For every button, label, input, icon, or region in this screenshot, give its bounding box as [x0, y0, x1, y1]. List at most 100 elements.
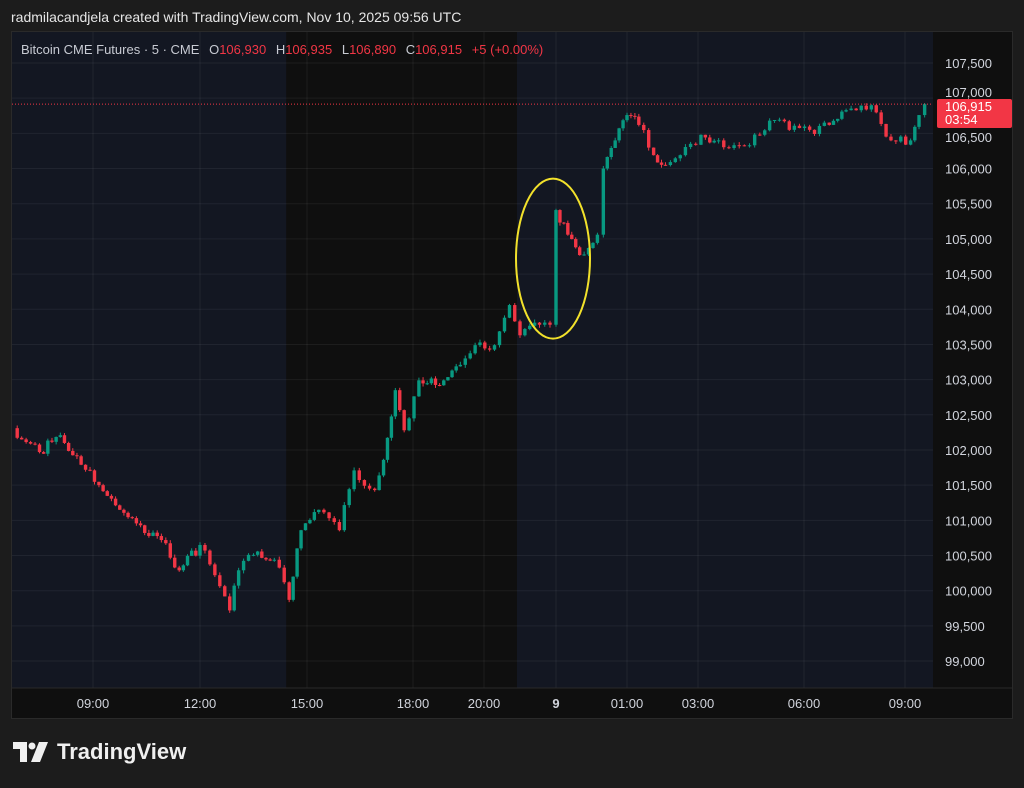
candle-body	[118, 505, 122, 510]
candle-body	[732, 145, 736, 148]
candle-body	[429, 378, 434, 384]
candle-body	[151, 532, 155, 536]
candle-body	[282, 567, 286, 583]
candle-body	[601, 168, 606, 235]
candle-body	[646, 130, 651, 148]
candle-body	[71, 450, 75, 456]
candle-body	[97, 481, 101, 486]
candle-body	[844, 110, 848, 112]
candle-body	[24, 439, 28, 443]
candle-body	[246, 554, 251, 561]
candle-body	[621, 120, 625, 129]
candle-body	[260, 551, 264, 558]
candle-body	[398, 390, 402, 411]
open-key: O	[209, 42, 220, 57]
chart-credit: radmilacandjela created with TradingView…	[11, 9, 462, 25]
candle-body	[782, 119, 787, 122]
tradingview-logo[interactable]: TradingView	[13, 739, 186, 765]
candle-body	[277, 559, 281, 568]
candle-body	[543, 322, 547, 325]
candle-body	[777, 119, 782, 121]
candle-body	[767, 120, 772, 131]
candle-body	[228, 596, 232, 611]
candle-body	[327, 512, 331, 519]
low-key: L	[341, 42, 350, 57]
symbol-name[interactable]: Bitcoin CME Futures · 5 · CME	[21, 42, 200, 57]
candle-body	[712, 140, 716, 143]
candle-body	[874, 105, 878, 113]
candle-body	[655, 155, 660, 163]
candle-body	[558, 210, 562, 223]
candle-body	[763, 130, 767, 135]
price-tick-label: 104,000	[945, 302, 992, 317]
candle-body	[574, 239, 578, 248]
candle-body	[291, 576, 295, 600]
candle-body	[582, 254, 586, 256]
candle-body	[50, 440, 54, 442]
price-tick-label: 99,000	[945, 654, 985, 669]
candle-body	[473, 345, 477, 354]
change-value: +5 (+0.00%)	[471, 42, 544, 57]
candle-body	[694, 143, 698, 145]
candle-body	[463, 358, 467, 365]
candle-body	[637, 116, 641, 125]
candle-body	[75, 455, 79, 457]
candle-body	[194, 550, 198, 556]
candle-body	[864, 105, 868, 110]
candle-body	[633, 115, 637, 117]
candle-body	[433, 378, 438, 385]
candle-body	[450, 370, 454, 378]
candle-body	[913, 126, 917, 141]
candle-body	[532, 322, 537, 326]
candle-body	[83, 464, 88, 470]
time-tick-label: 06:00	[788, 696, 821, 711]
candle-body	[454, 366, 458, 371]
candle-body	[198, 544, 202, 556]
candle-body	[922, 104, 927, 116]
candle-body	[46, 440, 50, 454]
candle-body	[792, 125, 797, 130]
candle-body	[595, 234, 600, 243]
candle-body	[869, 105, 874, 110]
candle-body	[101, 485, 105, 492]
candle-body	[134, 518, 139, 524]
price-tick-label: 104,500	[945, 267, 992, 282]
candle-body	[899, 136, 903, 142]
candle-body	[295, 548, 299, 577]
candle-body	[322, 509, 326, 513]
candle-body	[251, 554, 256, 556]
price-tick-label: 100,000	[945, 584, 992, 599]
candle-body	[208, 550, 212, 565]
candle-body	[458, 364, 463, 367]
symbol-legend: Bitcoin CME Futures · 5 · CME O106,930 H…	[21, 42, 543, 57]
candle-body	[312, 512, 317, 520]
candle-body	[651, 147, 656, 156]
candle-body	[807, 126, 812, 130]
candle-body	[617, 128, 621, 141]
close-value: 106,915	[415, 42, 463, 57]
candle-body	[342, 505, 346, 531]
candle-body	[402, 410, 406, 431]
candle-body	[827, 122, 831, 125]
candle-body	[797, 125, 802, 129]
candle-body	[58, 435, 63, 437]
candle-body	[446, 377, 450, 381]
candle-body	[177, 567, 181, 571]
candle-body	[138, 523, 143, 526]
candle-body	[613, 140, 617, 148]
candle-body	[758, 134, 762, 136]
candle-body	[577, 247, 582, 256]
candle-body	[492, 345, 497, 350]
candle-body	[79, 456, 83, 465]
candle-body	[835, 118, 840, 121]
candle-body	[437, 384, 442, 386]
price-tick-label: 105,500	[945, 197, 992, 212]
close-key: C	[405, 42, 416, 57]
candle-body	[303, 523, 308, 531]
candle-body	[787, 121, 791, 130]
price-tick-label: 105,000	[945, 232, 992, 247]
candle-body	[425, 383, 429, 385]
price-tick-label: 106,500	[945, 130, 992, 145]
candle-body	[185, 555, 190, 566]
